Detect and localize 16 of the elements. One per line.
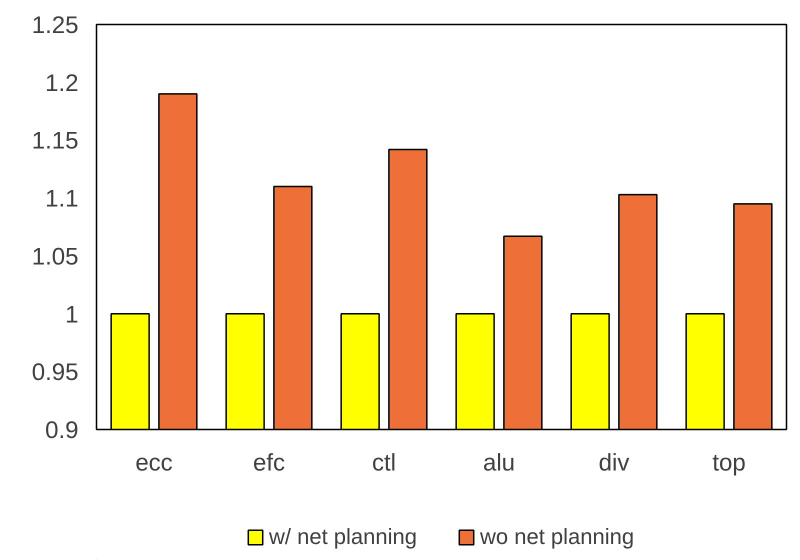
legend-label: w/ net planning: [269, 524, 417, 550]
legend-label: wo net planning: [480, 524, 634, 550]
x-tick-label: alu: [482, 450, 516, 476]
x-tick-label: ctl: [372, 450, 396, 476]
y-tick-label: 1.2: [45, 70, 79, 97]
y-tick-label: 0.95: [32, 359, 79, 386]
y-tick-label: 1.15: [32, 128, 79, 155]
y-tick-label: 1.05: [32, 243, 79, 270]
x-tick-label: efc: [252, 450, 286, 476]
x-tick-label: top: [712, 450, 746, 476]
y-tick-label: 1.1: [45, 186, 79, 213]
y-tick-label: 1: [65, 301, 79, 328]
y-tick-label: 0.9: [45, 417, 79, 444]
y-tick-label: 1.25: [32, 12, 79, 39]
x-tick-label: div: [598, 450, 630, 476]
x-tick-label: ecc: [135, 450, 173, 476]
